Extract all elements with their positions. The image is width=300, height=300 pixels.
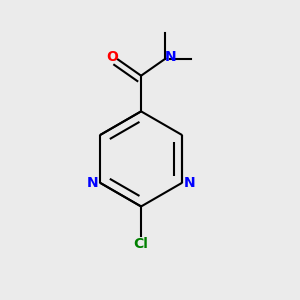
- Text: N: N: [86, 176, 98, 190]
- Text: O: O: [106, 50, 118, 64]
- Text: Cl: Cl: [134, 237, 148, 250]
- Text: N: N: [184, 176, 196, 190]
- Text: N: N: [165, 50, 177, 64]
